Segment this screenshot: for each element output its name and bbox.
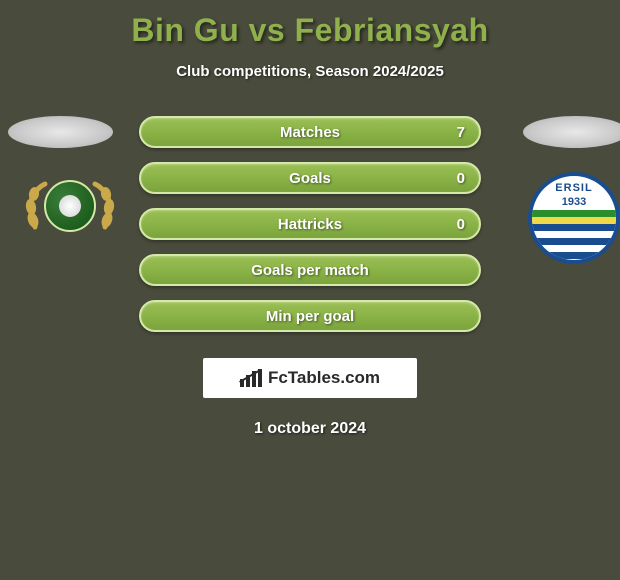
stat-bar-goals: Goals 0 [139, 162, 481, 194]
main-content: ERSIL 1933 Matches 7 Goals 0 Hattricks 0 [0, 116, 620, 438]
stat-value: 0 [457, 216, 465, 233]
badge-stripes-icon [532, 210, 616, 260]
player-placeholder-left [8, 116, 113, 148]
stat-label: Goals [289, 170, 331, 187]
stat-value: 7 [457, 124, 465, 141]
stat-bar-hattricks: Hattricks 0 [139, 208, 481, 240]
stat-label: Goals per match [251, 262, 369, 279]
player-placeholder-right [523, 116, 620, 148]
chart-icon [240, 369, 262, 387]
shield-circle-icon [44, 180, 96, 232]
stat-bar-goals-per-match: Goals per match [139, 254, 481, 286]
team-badge-left [20, 172, 120, 262]
logo-text: FcTables.com [268, 368, 380, 388]
stat-label: Matches [280, 124, 340, 141]
team-badge-right: ERSIL 1933 [528, 172, 620, 262]
stat-bar-min-per-goal: Min per goal [139, 300, 481, 332]
subtitle: Club competitions, Season 2024/2025 [0, 63, 620, 80]
stat-label: Hattricks [278, 216, 342, 233]
attribution-logo: FcTables.com [203, 358, 417, 398]
badge-year: 1933 [532, 196, 616, 208]
stat-bar-matches: Matches 7 [139, 116, 481, 148]
badge-text: ERSIL [532, 182, 616, 194]
stats-bars: Matches 7 Goals 0 Hattricks 0 Goals per … [139, 116, 481, 332]
stat-label: Min per goal [266, 308, 354, 325]
date-text: 1 october 2024 [0, 420, 620, 438]
stat-value: 0 [457, 170, 465, 187]
page-title: Bin Gu vs Febriansyah [0, 0, 620, 49]
